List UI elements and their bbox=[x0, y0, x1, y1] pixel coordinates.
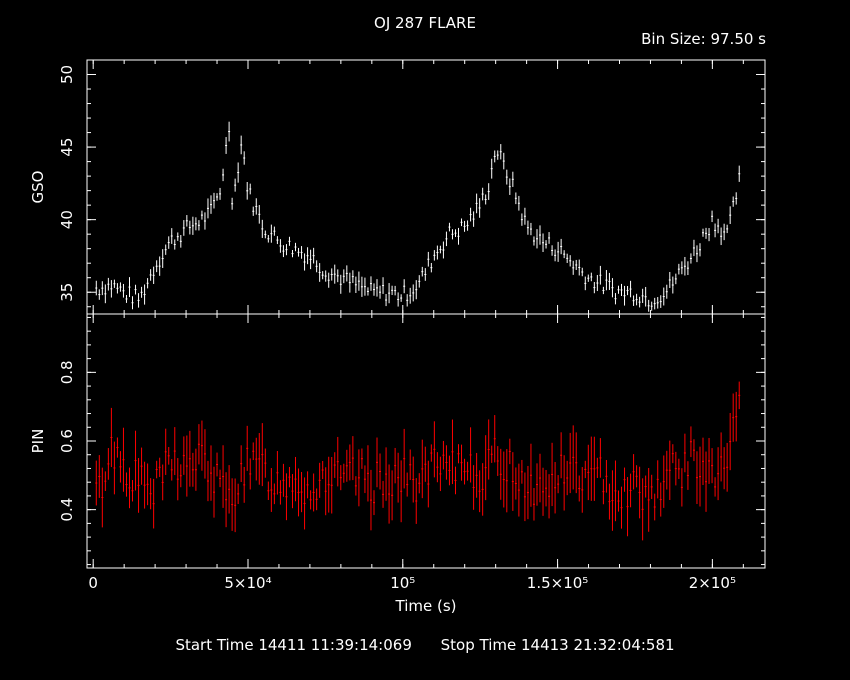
start-time-label: Start Time 14411 11:39:14:069 bbox=[175, 636, 412, 654]
pin-ytick-label: 0.4 bbox=[58, 498, 76, 522]
gso-ylabel: GSO bbox=[29, 171, 47, 204]
x-tick-label: 10⁵ bbox=[390, 574, 415, 592]
gso-ytick-label: 50 bbox=[58, 65, 76, 84]
gso-frame bbox=[86, 59, 766, 315]
pin-ytick-label: 0.6 bbox=[58, 429, 76, 453]
chart-title: OJ 287 FLARE bbox=[374, 14, 476, 32]
x-tick-label: 2×10⁵ bbox=[689, 574, 736, 592]
bin-size-label: Bin Size: 97.50 s bbox=[641, 30, 766, 48]
x-tick-label: 0 bbox=[88, 574, 98, 592]
stop-time-label: Stop Time 14413 21:32:04:581 bbox=[440, 636, 675, 654]
time-range-footer: Start Time 14411 11:39:14:069 Stop Time … bbox=[0, 636, 850, 654]
pin-panel: 0.4 0.6 0.8 PIN bbox=[29, 313, 766, 569]
gso-panel: 35 40 45 50 GSO bbox=[29, 59, 766, 315]
x-tick-label: 5×10⁴ bbox=[224, 574, 271, 592]
pin-ylabel: PIN bbox=[29, 429, 47, 454]
pin-ytick-label: 0.8 bbox=[58, 360, 76, 384]
pin-frame bbox=[86, 313, 766, 569]
x-tick-label: 1.5×10⁵ bbox=[527, 574, 589, 592]
x-axis-label: Time (s) bbox=[395, 597, 457, 615]
gso-ytick-label: 35 bbox=[58, 283, 76, 302]
gso-ytick-label: 40 bbox=[58, 210, 76, 229]
gso-ytick-label: 45 bbox=[58, 138, 76, 157]
